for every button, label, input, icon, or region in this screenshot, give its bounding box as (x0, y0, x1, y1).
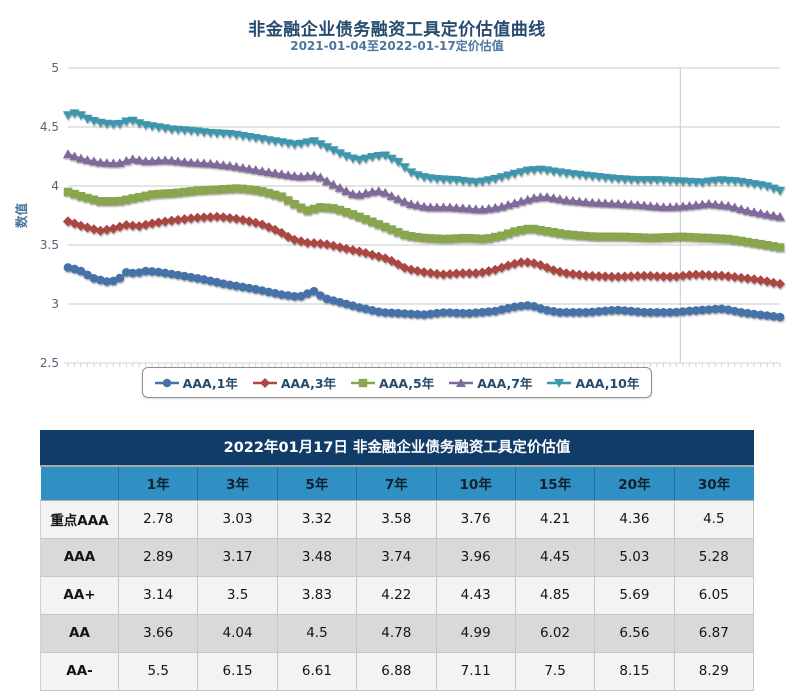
series-AAA,7年[interactable] (63, 149, 785, 221)
value-cell: 3.74 (356, 537, 437, 577)
chart-subtitle: 2021-01-04至2022-01-17定价估值 (290, 39, 504, 53)
row-label: AA- (40, 651, 119, 691)
legend-label: AAA,3年 (280, 376, 337, 391)
value-cell: 3.03 (197, 499, 278, 539)
value-cell: 4.45 (514, 537, 596, 577)
chart-legend: AAA,1年 AAA,3年 AAA,5年 AAA,7年 AAA,10年 (0, 367, 794, 398)
value-cell: 5.03 (594, 537, 675, 577)
column-header: 5年 (277, 467, 358, 501)
value-cell: 4.36 (594, 499, 675, 539)
valuation-table: 1年 3年 5年 7年 10年 15年 20年 30年 重点AAA 2.78 3.03 3.32 3.… (40, 467, 755, 691)
legend-box: AAA,1年 AAA,3年 AAA,5年 AAA,7年 AAA,10年 (141, 367, 653, 398)
y-tick-label: 3 (51, 297, 59, 311)
row-label: 重点AAA (40, 499, 119, 539)
value-cell: 6.15 (197, 651, 278, 691)
value-cell: 8.15 (594, 651, 675, 691)
value-cell: 5.5 (117, 651, 199, 691)
y-tick-label: 2.5 (40, 356, 59, 370)
legend-item-3[interactable]: AAA,7年 (449, 373, 532, 392)
column-header: 15年 (515, 467, 596, 501)
value-cell: 2.78 (117, 499, 199, 539)
value-cell: 6.05 (673, 575, 755, 615)
legend-marker-square-icon (351, 378, 376, 387)
value-cell: 7.5 (514, 651, 596, 691)
value-cell: 3.96 (435, 537, 516, 577)
legend-marker-triangle-down-icon (547, 378, 572, 388)
row-label: AAA (40, 537, 119, 577)
value-cell: 4.5 (276, 613, 358, 653)
value-cell: 7.11 (435, 651, 516, 691)
value-cell: 3.32 (276, 499, 358, 539)
y-tick-label: 4.5 (40, 120, 59, 134)
table-row: AA+ 3.14 3.5 3.83 4.22 4.43 4.85 5.69 6.05 (40, 575, 755, 615)
column-header: 20年 (594, 467, 675, 501)
legend-item-4[interactable]: AAA,10年 (547, 373, 639, 392)
y-tick-label: 4 (51, 179, 59, 193)
table-row: AA- 5.5 6.15 6.61 6.88 7.11 7.5 8.15 8.29 (40, 651, 755, 691)
value-cell: 4.78 (356, 613, 437, 653)
curve-plot-canvas[interactable]: 5 4.5 4 3.5 3 2.5 数值 (0, 58, 794, 370)
value-cell: 3.76 (435, 499, 516, 539)
table-title: 2022年01月17日 非金融企业债务融资工具定价估值 (40, 430, 754, 467)
table-header-row: 1年 3年 5年 7年 10年 15年 20年 30年 (40, 467, 754, 501)
value-cell: 4.43 (435, 575, 516, 615)
chart-title: 非金融企业债务融资工具定价估值曲线 (248, 20, 546, 40)
y-tick-label: 5 (51, 61, 59, 75)
legend-marker-diamond-icon (252, 377, 277, 388)
legend-marker-circle-icon (154, 378, 179, 387)
value-cell: 5.28 (673, 537, 755, 577)
value-cell: 6.02 (514, 613, 596, 653)
value-cell: 6.88 (356, 651, 437, 691)
value-cell: 3.17 (197, 537, 278, 577)
value-cell: 3.83 (276, 575, 358, 615)
series-AAA,10年[interactable] (63, 109, 785, 196)
column-header: 7年 (356, 467, 437, 501)
table-corner-cell (40, 467, 119, 501)
value-cell: 3.58 (356, 499, 437, 539)
value-cell: 8.29 (673, 651, 755, 691)
value-cell: 4.5 (673, 499, 755, 539)
column-header: 3年 (197, 467, 278, 501)
column-header: 30年 (674, 467, 754, 501)
row-label: AA+ (40, 575, 119, 615)
y-axis-title: 数值 (14, 203, 29, 230)
table-row: AA 3.66 4.04 4.5 4.78 4.99 6.02 6.56 6.87 (40, 613, 755, 653)
value-cell: 6.56 (594, 613, 675, 653)
y-tick-label: 3.5 (40, 238, 59, 252)
value-cell: 4.85 (514, 575, 596, 615)
legend-item-1[interactable]: AAA,3年 (252, 373, 337, 392)
value-cell: 3.66 (117, 613, 199, 653)
value-cell: 4.21 (514, 499, 596, 539)
value-cell: 3.5 (197, 575, 278, 615)
legend-label: AAA,5年 (379, 376, 435, 391)
value-cell: 4.99 (435, 613, 516, 653)
legend-label: AAA,1年 (182, 376, 238, 391)
row-label: AA (40, 613, 119, 653)
series-AAA,3年[interactable] (63, 211, 785, 289)
value-cell: 2.89 (117, 537, 199, 577)
pricing-curve-chart: 非金融企业债务融资工具定价估值曲线 2021-01-04至2022-01-17定… (0, 20, 794, 398)
value-cell: 4.04 (197, 613, 278, 653)
value-cell: 3.14 (117, 575, 199, 615)
value-cell: 4.22 (356, 575, 437, 615)
x-axis-ticks (67, 363, 781, 367)
legend-label: AAA,10年 (575, 376, 640, 391)
column-header: 1年 (118, 467, 199, 501)
column-header: 10年 (436, 467, 516, 501)
value-cell: 5.69 (594, 575, 675, 615)
legend-marker-triangle-icon (449, 377, 474, 387)
valuation-table-section: 2022年01月17日 非金融企业债务融资工具定价估值 1年 3年 5年 7年 10年 1… (40, 430, 755, 691)
series-AAA,5年[interactable] (63, 184, 785, 252)
legend-label: AAA,7年 (477, 376, 533, 391)
value-cell: 3.48 (276, 537, 358, 577)
value-cell: 6.61 (276, 651, 358, 691)
table-row: 重点AAA 2.78 3.03 3.32 3.58 3.76 4.21 4.36 4.5 (40, 499, 755, 539)
table-row: AAA 2.89 3.17 3.48 3.74 3.96 4.45 5.03 5.28 (40, 537, 755, 577)
value-cell: 6.87 (673, 613, 755, 653)
legend-item-0[interactable]: AAA,1年 (154, 373, 238, 392)
legend-item-2[interactable]: AAA,5年 (351, 373, 434, 392)
series-AAA,1年[interactable] (63, 263, 785, 322)
